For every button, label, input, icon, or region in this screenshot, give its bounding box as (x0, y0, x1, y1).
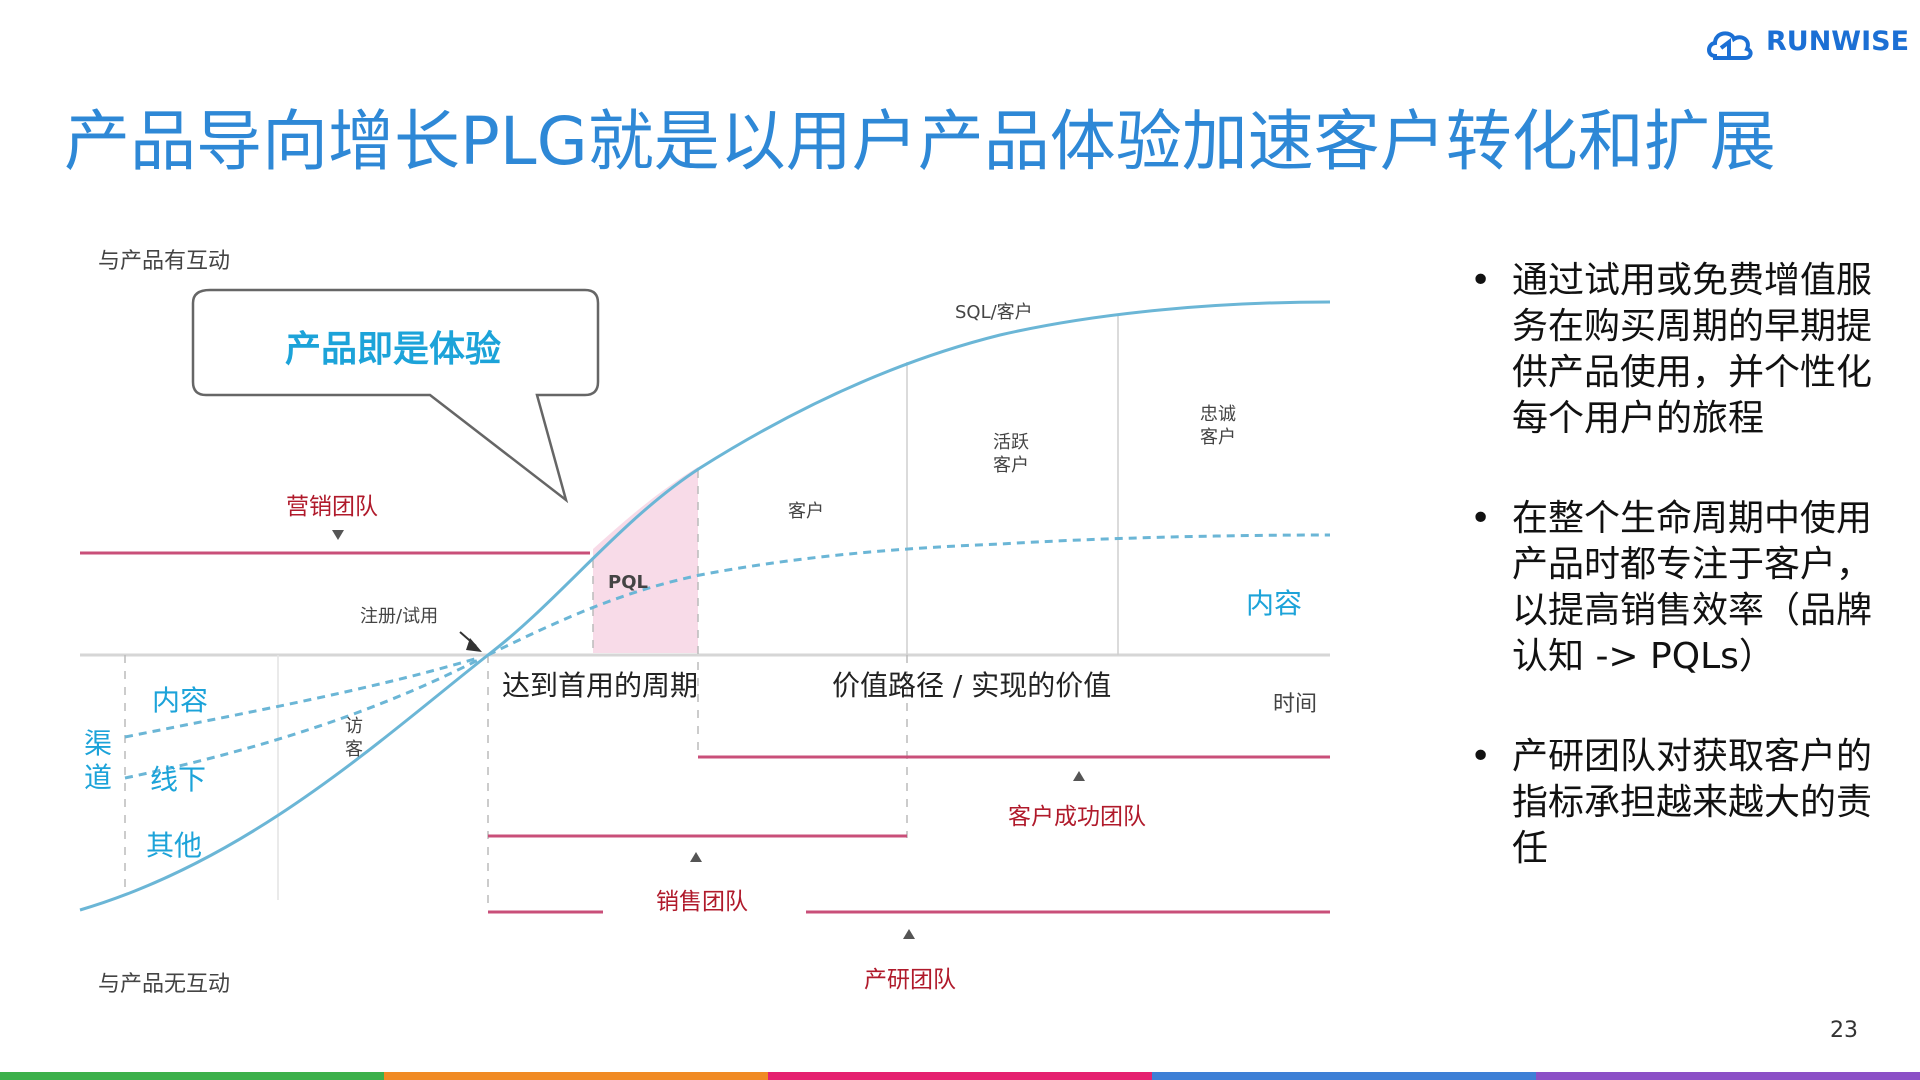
stage-loyal-label-2: 客户 (1200, 427, 1236, 448)
y-axis-top-label: 与产品有互动 (98, 249, 231, 274)
team-sales-label: 销售团队 (656, 889, 748, 915)
x-axis-label: 时间 (1273, 692, 1318, 717)
team-rnd-label: 产研团队 (864, 967, 956, 993)
page-number: 23 (1830, 1018, 1858, 1043)
y-axis-bottom-label: 与产品无互动 (98, 972, 231, 997)
cloud-icon (1707, 31, 1753, 60)
footer-bar-green (0, 1072, 384, 1080)
brand-name: RUNWISE (1766, 26, 1910, 57)
stage-active-label-1: 活跃 (993, 432, 1029, 453)
stage-signup-label: 注册/试用 (360, 606, 439, 627)
bullet-list: 通过试用或免费增值服务在购买周期的早期提供产品使用，并个性化每个用户的旅程 在整… (1470, 258, 1890, 926)
stage-active-label-2: 客户 (993, 455, 1029, 476)
stage-visitor-label-2: 客 (345, 739, 363, 760)
footer-bar-pink (768, 1072, 1152, 1080)
bubble-text: 产品即是体验 (285, 329, 502, 370)
content-curve (487, 533, 1331, 657)
up-arrow-icon (903, 929, 915, 939)
runwise-logo (1707, 31, 1753, 60)
phase-value-path: 价值路径 / 实现的价值 (832, 669, 1112, 702)
stage-visitor-label-1: 访 (345, 716, 363, 737)
bullet-item: 产研团队对获取客户的指标承担越来越大的责任 (1470, 734, 1890, 872)
content-right-label: 内容 (1246, 587, 1303, 620)
channel-offline: 线下 (150, 763, 207, 796)
phase-first-use: 达到首用的周期 (502, 669, 699, 702)
footer-bar-purple (1536, 1072, 1920, 1080)
stage-loyal-label-1: 忠诚 (1200, 404, 1236, 425)
channel-heading-2: 道 (84, 761, 113, 794)
footer-bar-blue (1152, 1072, 1536, 1080)
up-arrow-icon (1073, 771, 1085, 781)
bullet-item: 在整个生命周期中使用产品时都专注于客户，以提高销售效率（品牌认知 -> PQLs… (1470, 496, 1890, 680)
slide-title: 产品导向增长PLG就是以用户产品体验加速客户转化和扩展 (64, 103, 1776, 180)
speech-bubble (191, 288, 600, 504)
channel-line-offline (124, 658, 479, 780)
down-arrow-icon (332, 530, 344, 540)
stage-pql-label: PQL (608, 572, 648, 593)
channel-line-content (124, 656, 479, 739)
channel-heading-1: 渠 (84, 727, 113, 760)
engagement-curve (79, 300, 1331, 912)
stage-sql-label: SQL/客户 (955, 302, 1033, 323)
channel-other: 其他 (146, 829, 203, 862)
bullet-item: 通过试用或免费增值服务在购买周期的早期提供产品使用，并个性化每个用户的旅程 (1470, 258, 1890, 442)
team-marketing-label: 营销团队 (286, 494, 378, 520)
channel-content: 内容 (152, 684, 209, 717)
team-cs-label: 客户成功团队 (1008, 804, 1146, 830)
stage-customer-label: 客户 (788, 501, 824, 522)
pql-region (593, 467, 698, 653)
up-arrow-icon (690, 852, 702, 862)
footer-bar-orange (384, 1072, 768, 1080)
